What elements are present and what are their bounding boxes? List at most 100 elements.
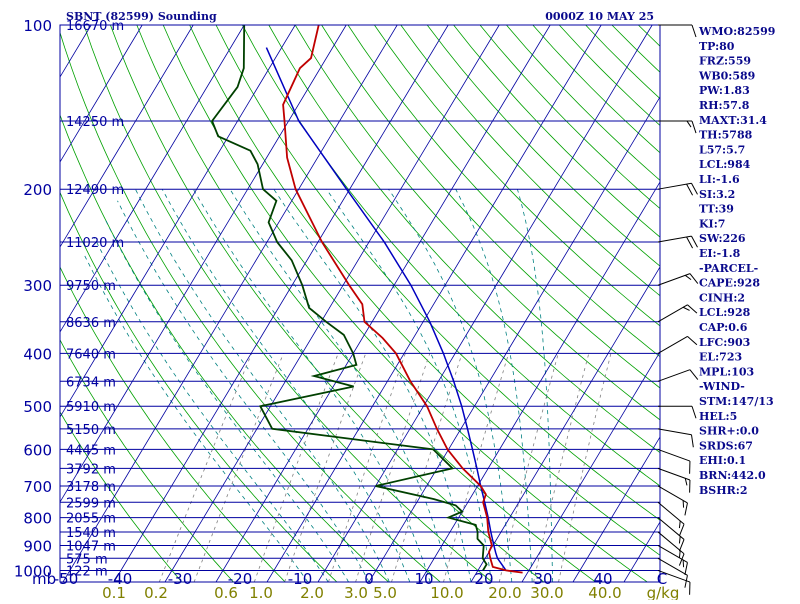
mixing-ratio-label: 3.0 (344, 584, 368, 600)
isotherm (165, 25, 499, 582)
temperature-tick-label: -30 (168, 570, 193, 588)
stability-index: LCL:984 (699, 158, 751, 171)
stability-index: EHI:0.1 (699, 454, 746, 467)
mixing-ratio-label: 30.0 (530, 584, 563, 600)
isotherm (12, 25, 346, 582)
wind-barb (658, 502, 684, 536)
isotherm (0, 25, 295, 582)
mixing-ratio-label: 1.0 (249, 584, 273, 600)
isotherm (369, 25, 703, 582)
stability-index: BRN:442.0 (699, 469, 766, 482)
stability-index: FRZ:559 (699, 55, 751, 68)
pressure-tick-label: 800 (23, 510, 52, 528)
wind-barb-flag (691, 183, 697, 194)
stability-index: MPL:103 (699, 365, 754, 378)
mixing-ratio-label: 20.0 (488, 584, 521, 600)
pressure-tick-label: 300 (23, 277, 52, 295)
isotherm (0, 25, 244, 582)
wind-barb-flag (685, 562, 688, 574)
stability-index: SI:3.2 (699, 188, 735, 201)
wind-barb-flag (679, 536, 680, 543)
wind-barb-staff (658, 305, 687, 322)
moist-adiabat (94, 237, 328, 582)
wind-barb (658, 25, 696, 37)
stability-index: CINH:2 (699, 291, 745, 304)
dry-adiabat (480, 25, 800, 582)
station-title: SBNT (82599) Sounding (66, 10, 217, 23)
stability-index: EI:-1.8 (699, 247, 741, 260)
wind-barb-flag (690, 274, 698, 284)
pressure-tick-label: 100 (23, 17, 52, 35)
wind-barb-flag (692, 406, 696, 418)
stability-index: STM:147/13 (699, 395, 774, 408)
height-label: 5150 m (66, 423, 116, 438)
stability-index: -WIND- (699, 380, 745, 393)
mixing-ratio-label: 2.0 (300, 584, 324, 600)
wind-barb (658, 370, 698, 382)
wind-barb-staff (658, 236, 691, 242)
mixing-ratio-label: 0.6 (214, 584, 238, 600)
height-label: 9750 m (66, 279, 116, 294)
dry-adiabat (5, 25, 337, 582)
mixing-ratio-line (534, 353, 589, 582)
height-label: 7640 m (66, 347, 116, 362)
height-label: 3178 m (66, 480, 116, 495)
wind-barb (658, 274, 698, 286)
stability-index: LFC:903 (699, 336, 750, 349)
x-axis-unit-label: mb (32, 570, 56, 588)
stability-index: SW:226 (699, 232, 746, 245)
wind-barb (658, 305, 697, 322)
height-label: 11020 m (66, 236, 124, 251)
moist-adiabat (104, 217, 349, 582)
mixing-ratio-line (356, 353, 430, 582)
wind-barb-staff (658, 468, 690, 480)
dry-adiabat (163, 25, 647, 582)
stability-index: TT:39 (699, 203, 734, 216)
height-label: 3792 m (66, 462, 116, 477)
stability-index: CAPE:928 (699, 277, 760, 290)
stability-index: WMO:82599 (698, 25, 775, 38)
height-label: 14250 m (66, 115, 124, 130)
wind-barb-flag (691, 236, 697, 247)
wind-barb-flag (687, 305, 696, 313)
height-label: 2055 m (66, 512, 116, 527)
pressure-tick-label: 200 (23, 181, 52, 199)
mixing-ratio-line (159, 353, 251, 582)
stability-index: TH:5788 (699, 129, 753, 142)
stability-index: LI:-1.6 (699, 173, 740, 186)
stability-index: RH:57.8 (699, 99, 750, 112)
wind-barb (658, 336, 697, 353)
stability-index: CAP:0.6 (699, 321, 748, 334)
pressure-tick-label: 400 (23, 345, 52, 363)
wind-barb-flag (685, 503, 688, 515)
wind-barb-flag (692, 121, 696, 133)
height-label: 6734 m (66, 375, 116, 390)
dry-adiabat (533, 25, 800, 582)
stability-index: L57:5.7 (699, 143, 745, 156)
wind-barb-staff (658, 449, 690, 461)
wind-barb-flag (687, 184, 693, 195)
moist-adiabat (85, 256, 308, 582)
stability-index: MAXT:31.4 (699, 114, 767, 127)
wind-barb-flag (685, 275, 691, 279)
stability-index: LCL:928 (699, 306, 751, 319)
pressure-tick-label: 500 (23, 398, 52, 416)
moist-adiabat (193, 189, 430, 582)
height-label: 2599 m (66, 496, 116, 511)
mixing-ratio-label: g/kg (647, 584, 680, 600)
wind-barb-flag (687, 121, 691, 127)
wind-barb-flag (679, 521, 680, 528)
height-label: 4445 m (66, 443, 116, 458)
wind-barb-staff (658, 336, 687, 353)
mixing-ratio-label: 0.1 (102, 584, 126, 600)
wind-barb-flag (690, 370, 698, 380)
wind-barb-staff (658, 429, 691, 435)
mixing-ratio-line (285, 353, 366, 582)
height-label: 12490 m (66, 183, 124, 198)
mixing-ratio-label: 40.0 (588, 584, 621, 600)
stability-index: SRDS:67 (699, 439, 753, 452)
pressure-tick-label: 700 (23, 478, 52, 496)
wind-barb-flag (679, 551, 680, 558)
